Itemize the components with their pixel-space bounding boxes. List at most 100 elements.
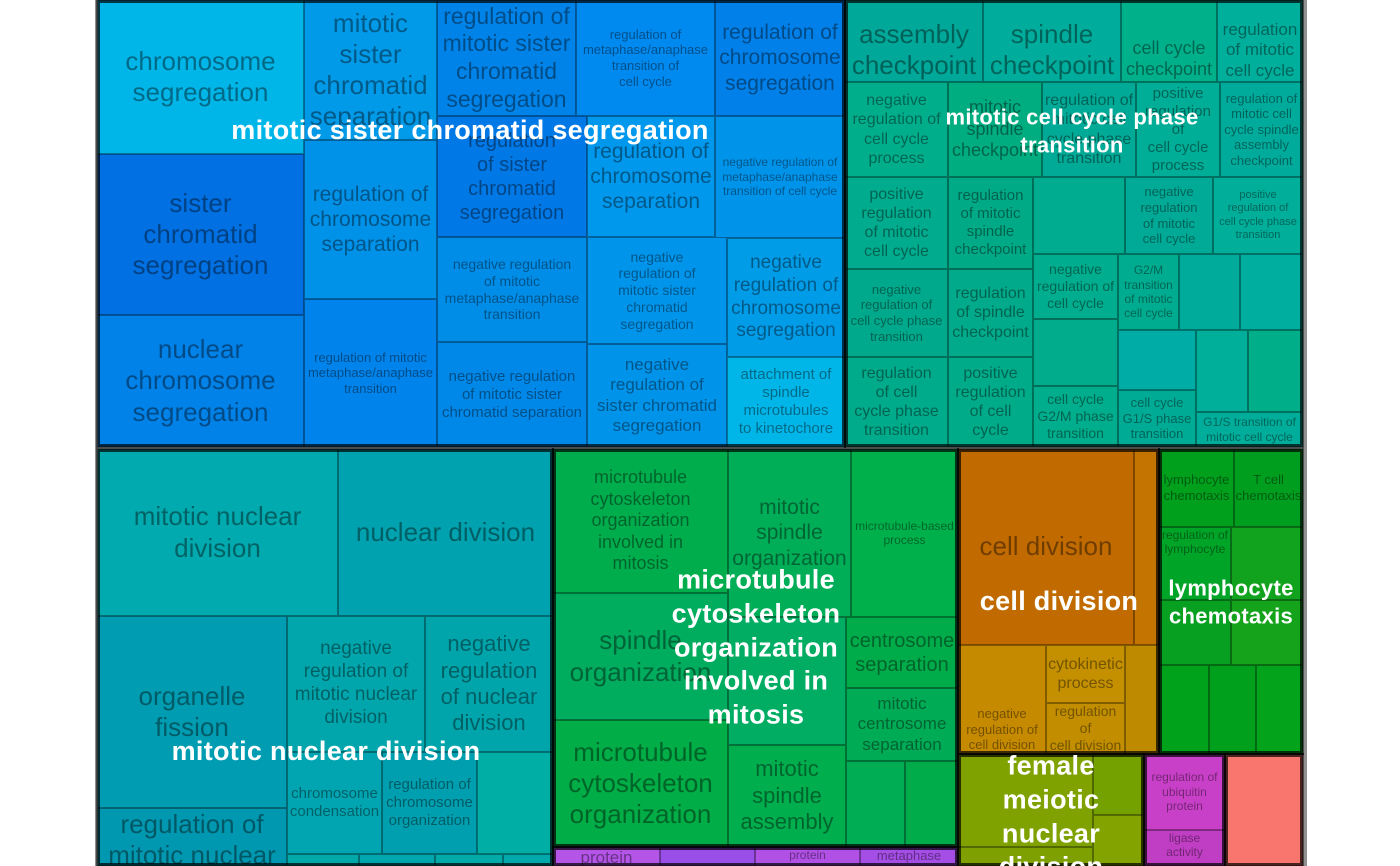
treemap-tile: regulation of metaphase/anaphase transit… [576, 0, 715, 116]
treemap-tile: regulation of cell cycle phase transitio… [845, 357, 948, 447]
treemap-tile [1179, 254, 1240, 330]
treemap-tile [905, 761, 958, 847]
treemap-tile [958, 847, 1093, 866]
treemap-tile: regulation of spindle checkpoint [948, 269, 1033, 357]
tile-label: cell division [979, 531, 1113, 562]
tile-label: assembly checkpoint [851, 18, 977, 80]
treemap-tile: negative regulation of cell division [958, 645, 1046, 754]
treemap-tile [503, 854, 553, 866]
tile-label: mitotic spindle organization [732, 496, 847, 570]
tile-label: positive regulation of mitotic cell cycl… [861, 185, 932, 261]
treemap-tile: T cell chemotaxis [1234, 449, 1303, 527]
treemap-tile: positive regulation of cell cycle [948, 357, 1033, 447]
treemap-tile: mitotic centrosome separation [846, 688, 958, 761]
treemap-tile: G1/S transition of mitotic cell cycle [1196, 412, 1303, 447]
treemap-tile: spindle checkpoint [983, 0, 1121, 82]
treemap-tile: protein [553, 847, 660, 866]
treemap-tile [1159, 665, 1209, 754]
treemap-tile: negative regulation of sister chromatid … [587, 344, 727, 447]
tile-label: mitotic spindle assembly [740, 756, 834, 835]
treemap-tile: mitotic spindle organization [728, 449, 851, 617]
treemap-tile: negative regulation of chromosome segreg… [727, 238, 845, 357]
tile-label: ligase activity [1166, 831, 1203, 860]
treemap-tile [1093, 815, 1144, 866]
treemap-tile [958, 754, 1093, 847]
tile-label: regulation of cell division [1049, 703, 1122, 753]
tile-label: mitotic spindle checkpoint [951, 97, 1039, 161]
treemap-tile: centrosome separation [846, 617, 958, 688]
tile-label: regulation of sister chromatid segregati… [459, 129, 565, 224]
tile-label: microtubule cytoskeleton organization [568, 736, 713, 830]
tile-label: regulation of metaphase/anaphase transit… [582, 26, 709, 89]
tile-label: regulation of chromosome separation [590, 139, 712, 214]
treemap-tile: negative regulation of mitotic nuclear d… [287, 616, 425, 752]
tile-label: mitotic nuclear division [133, 501, 302, 563]
treemap-tile: G2/M transition of mitotic cell cycle [1118, 254, 1179, 330]
treemap-tile: negative regulation of mitotic cell cycl… [1125, 177, 1213, 254]
treemap-tile: microtubule cytoskeleton organization in… [553, 449, 728, 593]
treemap-tile: microtubule-based process [851, 449, 958, 617]
tile-label: negative regulation of nuclear division [440, 631, 538, 736]
tile-label: negative regulation of chromosome segreg… [731, 251, 841, 342]
treemap-tile: positive regulation of cell cycle phase … [1213, 177, 1303, 254]
treemap-tile: positive regulation of mitotic cell cycl… [845, 177, 948, 269]
tile-label: regulation of mitotic nuclear division [108, 809, 276, 866]
treemap-tile [728, 617, 846, 745]
treemap-tile: chromosome segregation [97, 0, 304, 154]
tile-label: chromosome condensation [289, 785, 380, 820]
tile-label: nuclear division [355, 516, 536, 547]
tile-label: sister chromatid segregation [132, 187, 269, 281]
tile-label: cell cycle G2/M phase transition [1037, 391, 1114, 441]
tile-label: attachment of spindle microtubules to ki… [738, 366, 834, 437]
tile-label: nuclear chromosome segregation [125, 334, 276, 427]
treemap-tile: nuclear chromosome segregation [97, 315, 304, 447]
treemap-tile [1159, 600, 1231, 665]
treemap-tile: positive regulation of cell cycle proces… [1136, 82, 1220, 177]
treemap-tile [1125, 645, 1159, 754]
tile-label: cytokinetic process [1048, 655, 1123, 692]
tile-label: mitotic sister chromatid separation [309, 7, 432, 132]
treemap-tile: negative regulation of mitotic sister ch… [437, 342, 587, 447]
treemap-tile: regulation of ubiquitin protein [1144, 754, 1225, 830]
treemap-tile: regulation of mitotic cell cycle [1217, 0, 1303, 82]
treemap-tile: regulation of mitotic cell cycle spindle… [1220, 82, 1303, 177]
tile-label: negative regulation of mitotic sister ch… [618, 248, 696, 332]
treemap-tile [1248, 330, 1303, 412]
tile-label: regulation of mitotic spindle checkpoint [954, 187, 1027, 258]
tile-label: mitotic centrosome separation [857, 693, 947, 754]
tile-label: negative regulation of cell cycle phase … [850, 281, 943, 344]
treemap-tile: mitotic spindle assembly [728, 745, 846, 847]
treemap-tile [359, 854, 435, 866]
treemap-tile: regulation of chromosome separation [304, 140, 437, 299]
treemap-tile: regulation of sister chromatid segregati… [437, 116, 587, 237]
tile-label: regulation of mitotic sister chromatid s… [442, 2, 571, 112]
tile-label: protein [789, 848, 826, 862]
tile-label: microtubule cytoskeleton organization in… [590, 467, 691, 574]
treemap-tile: negative regulation of cell cycle [1033, 254, 1118, 319]
treemap-tile [1033, 319, 1118, 386]
tile-label: negative regulation of sister chromatid … [597, 354, 717, 435]
treemap-tile: cell cycle G2/M phase transition [1033, 386, 1118, 447]
treemap-tile: attachment of spindle microtubules to ki… [727, 357, 845, 447]
treemap-tile: regulation of lymphocyte [1159, 527, 1231, 600]
treemap-tile: regulation of chromosome separation [587, 116, 715, 237]
tile-label: regulation of chromosome segregation [719, 21, 841, 95]
treemap-tile: regulation of mitotic nuclear division [97, 808, 287, 866]
tile-label: cell cycle G1/S phase transition [1122, 395, 1192, 442]
tile-label: negative regulation of mitotic nuclear d… [294, 638, 418, 728]
treemap-tile [1256, 665, 1303, 754]
tile-label: positive regulation of cell cycle proces… [1145, 84, 1211, 174]
tile-label: negative regulation of mitotic metaphase… [444, 255, 580, 323]
treemap-tile: regulation of chromosome organization [382, 752, 477, 854]
treemap-tile: negative regulation of cell cycle proces… [845, 82, 948, 177]
treemap-tile: ligase activity [1144, 830, 1225, 866]
tile-label: centrosome separation [849, 629, 955, 676]
treemap-tile [435, 854, 503, 866]
tile-label: positive regulation of cell cycle phase … [1219, 189, 1297, 241]
tile-label: negative regulation of mitotic sister ch… [441, 367, 583, 421]
treemap-tile [287, 854, 359, 866]
tile-label: negative regulation of metaphase/anaphas… [722, 155, 838, 199]
treemap-tile: negative regulation of metaphase/anaphas… [715, 116, 845, 238]
tile-label: regulation of lymphocyte [1161, 528, 1229, 557]
treemap-tile: regulation of cell division [1046, 703, 1125, 754]
